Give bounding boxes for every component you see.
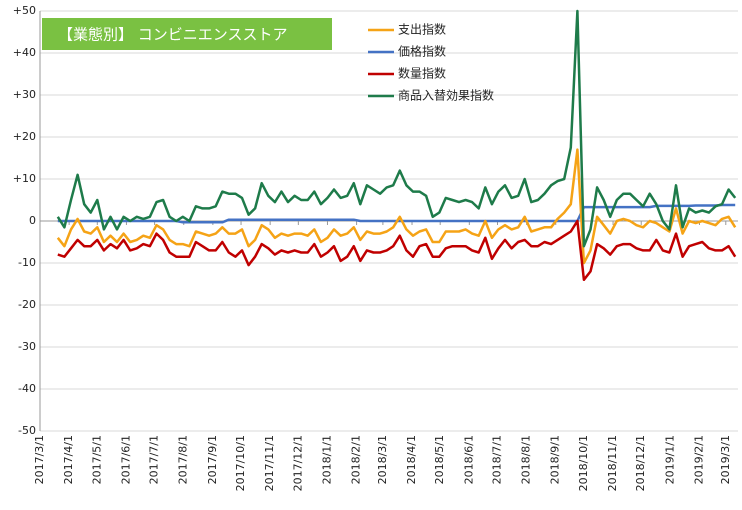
- x-tick-label: 2018/12/1: [634, 435, 647, 491]
- y-tick-label: -40: [18, 382, 36, 395]
- x-tick-label: 2018/5/1: [433, 435, 446, 484]
- legend-label: 支出指数: [398, 22, 446, 37]
- chart-title: 【業態別】 コンビニエンスストア: [58, 26, 287, 44]
- x-tick-label: 2018/9/1: [549, 435, 562, 484]
- legend-label: 価格指数: [398, 44, 446, 59]
- y-tick-label: -50: [18, 424, 36, 437]
- y-tick-label: +10: [13, 172, 36, 185]
- y-tick-label: -10: [18, 256, 36, 269]
- y-tick-label: 0: [29, 214, 36, 227]
- x-tick-label: 2017/9/1: [206, 435, 219, 484]
- x-tick-label: 2017/6/1: [119, 435, 132, 484]
- x-tick-label: 2018/3/1: [376, 435, 389, 484]
- x-tick-label: 2018/10/1: [577, 435, 590, 491]
- y-tick-label: +30: [13, 88, 36, 101]
- x-tick-label: 2017/11/1: [263, 435, 276, 491]
- x-tick-label: 2017/4/1: [62, 435, 75, 484]
- x-tick-label: 2017/8/1: [177, 435, 190, 484]
- x-tick-label: 2018/1/1: [320, 435, 333, 484]
- x-tick-label: 2018/6/1: [462, 435, 475, 484]
- y-tick-label: +50: [13, 4, 36, 17]
- y-tick-label: -30: [18, 340, 36, 353]
- legend-label: 商品入替効果指数: [398, 88, 494, 103]
- y-tick-label: +40: [13, 46, 36, 59]
- x-tick-label: 2019/1/1: [663, 435, 676, 484]
- legend-label: 数量指数: [398, 66, 446, 81]
- x-tick-label: 2017/5/1: [90, 435, 103, 484]
- x-tick-label: 2019/2/1: [692, 435, 705, 484]
- y-tick-label: +20: [13, 130, 36, 143]
- series-line: [56, 148, 737, 265]
- x-tick-label: 2019/3/1: [719, 435, 732, 484]
- x-tick-label: 2018/8/1: [520, 435, 533, 484]
- series-line: [57, 219, 737, 282]
- x-tick-label: 2017/7/1: [148, 435, 161, 484]
- series-line: [56, 9, 737, 248]
- x-tick-label: 2017/10/1: [234, 435, 247, 491]
- x-tick-label: 2018/11/1: [606, 435, 619, 491]
- x-tick-label: 2018/2/1: [350, 435, 363, 484]
- y-tick-label: -20: [18, 298, 36, 311]
- x-tick-label: 2017/3/1: [33, 435, 46, 484]
- x-tick-label: 2017/12/1: [291, 435, 304, 491]
- x-tick-label: 2018/7/1: [491, 435, 504, 484]
- title-box: [42, 18, 332, 50]
- x-tick-label: 2018/4/1: [405, 435, 418, 484]
